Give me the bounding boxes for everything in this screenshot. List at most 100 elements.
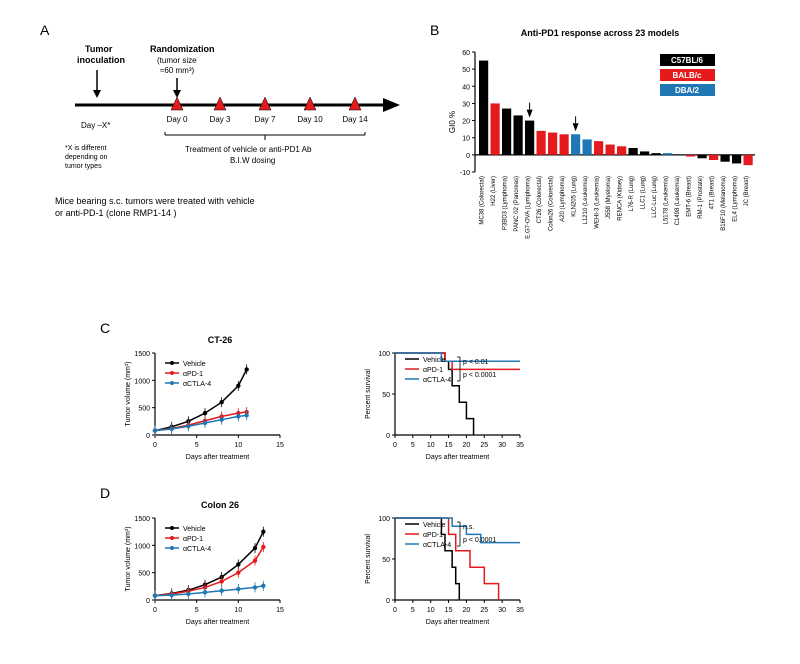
svg-text:15: 15: [276, 607, 284, 614]
svg-text:Percent survival: Percent survival: [365, 369, 372, 419]
svg-text:L76-R (Lung): L76-R (Lung): [629, 176, 635, 211]
svg-text:Days after treatment: Days after treatment: [426, 454, 489, 461]
svg-text:Percent survival: Percent survival: [365, 534, 372, 584]
panel-d-label: D: [100, 485, 110, 501]
svg-text:35: 35: [516, 442, 524, 449]
panel-a-timeline: Tumor inoculation Randomization (tumor s…: [65, 40, 405, 210]
svg-text:-10: -10: [460, 170, 470, 177]
svg-text:0: 0: [393, 442, 397, 449]
svg-text:Vehicle: Vehicle: [183, 361, 206, 368]
panel-a-label: A: [40, 22, 49, 38]
svg-text:MC38 (Colorectal): MC38 (Colorectal): [480, 176, 486, 225]
svg-text:EMT-6 (Breast): EMT-6 (Breast): [687, 176, 693, 217]
svg-text:25: 25: [480, 442, 488, 449]
svg-text:0: 0: [386, 598, 390, 605]
svg-text:αCTLA-4: αCTLA-4: [183, 381, 211, 388]
svg-text:100: 100: [378, 351, 390, 358]
svg-text:Day 0: Day 0: [167, 115, 188, 124]
svg-text:Treatment of vehicle or anti-P: Treatment of vehicle or anti-PD1 Ab: [185, 145, 312, 154]
svg-text:n.s.: n.s.: [463, 524, 474, 531]
svg-text:20: 20: [463, 607, 471, 614]
svg-text:depending on: depending on: [65, 154, 108, 161]
svg-text:5: 5: [411, 442, 415, 449]
svg-text:LLC1 (Lung): LLC1 (Lung): [641, 176, 647, 209]
svg-text:10: 10: [427, 607, 435, 614]
svg-text:αPD-1: αPD-1: [423, 532, 443, 539]
svg-text:0: 0: [153, 442, 157, 449]
panel-c-label: C: [100, 320, 110, 336]
svg-text:1000: 1000: [134, 543, 150, 550]
svg-text:5: 5: [195, 442, 199, 449]
svg-text:15: 15: [445, 607, 453, 614]
svg-text:KLN205 (Lung): KLN205 (Lung): [572, 176, 578, 217]
svg-text:CT26 (Colorectal): CT26 (Colorectal): [537, 176, 543, 223]
svg-text:RENCA (Kidney): RENCA (Kidney): [618, 176, 624, 221]
svg-text:1500: 1500: [134, 351, 150, 358]
svg-text:αCTLA-4: αCTLA-4: [183, 546, 211, 553]
svg-text:100: 100: [378, 516, 390, 523]
svg-text:30: 30: [498, 442, 506, 449]
panel-c-model: CT-26: [170, 335, 270, 345]
survival-chart-c: 05010005101520253035Percent survivalDays…: [360, 345, 590, 475]
svg-text:GI0 %: GI0 %: [448, 111, 457, 133]
svg-text:C57BL/6: C57BL/6: [671, 56, 704, 65]
svg-text:20: 20: [463, 442, 471, 449]
svg-text:Colon26 (Colorectal): Colon26 (Colorectal): [549, 176, 555, 231]
svg-text:tumor types: tumor types: [65, 163, 102, 170]
svg-text:0: 0: [466, 153, 470, 160]
svg-text:BALB/c: BALB/c: [673, 71, 702, 80]
svg-text:p < 0.0001: p < 0.0001: [463, 372, 496, 379]
panel-d-survival: 05010005101520253035Percent survivalDays…: [360, 510, 590, 640]
svg-text:*X is different: *X is different: [65, 145, 107, 152]
svg-text:Vehicle: Vehicle: [423, 522, 446, 529]
svg-text:≈60 mm³): ≈60 mm³): [160, 66, 195, 75]
svg-text:500: 500: [138, 406, 150, 413]
svg-text:B16F10 (Melanoma): B16F10 (Melanoma): [721, 176, 727, 231]
svg-text:30: 30: [462, 101, 470, 108]
panel-d-model: Colon 26: [170, 500, 270, 510]
svg-text:Day 10: Day 10: [297, 115, 323, 124]
svg-text:αPD-1: αPD-1: [183, 371, 203, 378]
volume-chart-c: 050010001500051015Tumor volume (mm³)Days…: [120, 345, 330, 475]
svg-text:αPD-1: αPD-1: [183, 536, 203, 543]
panel-b-chart: -100102030405060GI0 %MC38 (Colorectal)H2…: [445, 42, 765, 252]
svg-text:15: 15: [276, 442, 284, 449]
panel-b-label: B: [430, 22, 439, 38]
caption-text: Mice bearing s.c. tumors were treated wi…: [55, 196, 255, 218]
panel-b-title: Anti-PD1 response across 23 models: [480, 28, 720, 38]
svg-text:10: 10: [427, 442, 435, 449]
survival-chart-d: 05010005101520253035Percent survivalDays…: [360, 510, 590, 640]
svg-text:50: 50: [462, 67, 470, 74]
svg-text:25: 25: [480, 607, 488, 614]
svg-text:30: 30: [498, 607, 506, 614]
svg-text:40: 40: [462, 84, 470, 91]
svg-text:Day 7: Day 7: [255, 115, 276, 124]
svg-text:(tumor size: (tumor size: [157, 56, 197, 65]
svg-text:35: 35: [516, 607, 524, 614]
svg-text:0: 0: [153, 607, 157, 614]
svg-text:500: 500: [138, 571, 150, 578]
svg-text:Days after treatment: Days after treatment: [186, 454, 249, 461]
svg-text:60: 60: [462, 50, 470, 57]
svg-text:PANC 02 (Pancreas): PANC 02 (Pancreas): [514, 176, 520, 232]
panel-c-survival: 05010005101520253035Percent survivalDays…: [360, 345, 590, 475]
svg-text:inoculation: inoculation: [77, 55, 125, 65]
svg-text:Tumor volume (mm³): Tumor volume (mm³): [125, 526, 132, 591]
svg-text:Days after treatment: Days after treatment: [186, 619, 249, 626]
svg-text:αCTLA-4: αCTLA-4: [423, 542, 451, 549]
svg-text:C1498 (Leukemia): C1498 (Leukemia): [675, 176, 681, 225]
svg-text:1000: 1000: [134, 378, 150, 385]
svg-text:EL4 (Lymphoma): EL4 (Lymphoma): [733, 176, 739, 222]
svg-text:5: 5: [195, 607, 199, 614]
svg-text:10: 10: [462, 136, 470, 143]
timeline-svg: Tumor inoculation Randomization (tumor s…: [65, 40, 405, 210]
svg-text:50: 50: [382, 392, 390, 399]
svg-text:Vehicle: Vehicle: [183, 526, 206, 533]
svg-text:Randomization: Randomization: [150, 44, 215, 54]
svg-text:1500: 1500: [134, 516, 150, 523]
svg-text:0: 0: [393, 607, 397, 614]
svg-text:10: 10: [234, 607, 242, 614]
svg-text:0: 0: [146, 598, 150, 605]
svg-text:LLC-Luc (Lung): LLC-Luc (Lung): [652, 176, 658, 218]
panel-a-caption: Mice bearing s.c. tumors were treated wi…: [55, 195, 255, 219]
